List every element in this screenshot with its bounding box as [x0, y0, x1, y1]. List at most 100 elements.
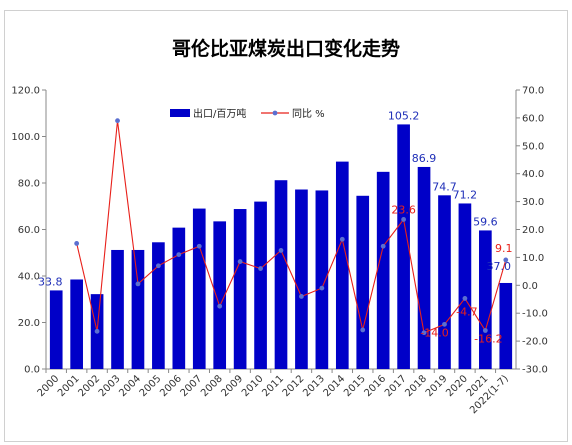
bar-2010: [254, 201, 267, 369]
yoy-data-label: -4.7: [456, 305, 477, 318]
bar-data-label: 74.7: [432, 180, 457, 193]
yoy-point-2021: [482, 328, 488, 333]
bar-2019: [438, 195, 451, 369]
bar-data-label: 71.2: [453, 188, 478, 201]
bar-2014: [335, 161, 349, 369]
bar-data-label: 86.9: [412, 152, 437, 165]
yoy-point-2007: [196, 243, 202, 249]
right-tick-label: 70.0: [522, 86, 544, 97]
right-tick-label: -30.0: [522, 365, 548, 376]
right-tick-label: -10.0: [522, 309, 548, 320]
left-tick-label: 20.0: [18, 318, 40, 329]
right-tick-label: 0.0: [522, 281, 538, 292]
right-tick-label: 50.0: [522, 141, 544, 152]
yoy-point-2017: [401, 217, 407, 222]
left-tick-label: 120.0: [11, 86, 40, 97]
left-tick-label: 40.0: [18, 272, 40, 283]
bar-2020: [458, 203, 472, 369]
bar-2015: [356, 195, 370, 369]
x-tick-label: 2007: [179, 373, 205, 399]
plot-area: 0.0 20.0 40.0 60.0 80.0 100.0 120.0 -30.0 -20.0 -…: [11, 86, 548, 417]
bar-2011: [274, 180, 288, 369]
yoy-point-2020: [462, 296, 468, 301]
yoy-point-2005: [155, 263, 161, 269]
bar-2003: [111, 249, 124, 369]
bar-data-label: 105.2: [388, 109, 420, 122]
chart-frame: [4, 10, 568, 442]
x-tick-label: 2002: [76, 373, 102, 399]
yoy-point-2019: [442, 321, 447, 327]
chart-title: 哥伦比亚煤炭出口变化走势: [172, 37, 400, 60]
bar-2006: [172, 227, 186, 369]
yoy-point-2004: [135, 281, 141, 287]
x-tick-label: 2013: [301, 373, 327, 399]
right-tick-label: 20.0: [522, 225, 544, 236]
x-tick-label: 2000: [36, 373, 62, 399]
left-tick-label: 0.0: [24, 365, 40, 376]
x-tick-label: 2017: [383, 373, 409, 399]
legend-bar-label: 出口/百万吨: [193, 107, 246, 120]
bar-2022(1-7): [499, 282, 513, 369]
left-tick-label: 60.0: [18, 225, 40, 236]
x-tick-label: 2009: [219, 373, 245, 399]
right-tick-label: 40.0: [522, 169, 544, 180]
bar-2001: [70, 279, 83, 369]
yoy-point-2010: [258, 266, 263, 271]
bar-2016: [376, 171, 390, 369]
yoy-point-2015: [360, 327, 366, 333]
x-tick-label: 2018: [403, 373, 429, 399]
bar-data-label: 59.6: [473, 215, 498, 228]
yoy-data-label: 23.6: [391, 203, 416, 216]
legend-bar-swatch: [170, 109, 190, 117]
yoy-data-label: -16.2: [474, 332, 502, 345]
x-tick-label: 2016: [363, 373, 389, 399]
yoy-line: [76, 120, 507, 334]
yoy-point-2001: [74, 241, 80, 246]
right-tick-label: 10.0: [522, 253, 544, 264]
yoy-data-label: -14.0: [420, 326, 448, 339]
yoy-point-2022(1-7): [503, 257, 509, 263]
x-tick-label: 2014: [322, 373, 348, 399]
bar-2004: [131, 249, 145, 369]
right-tick-label: 30.0: [522, 197, 544, 208]
x-tick-label: 2015: [342, 373, 368, 399]
left-tick-label: 80.0: [18, 179, 40, 190]
x-tick-label: 2011: [260, 373, 286, 399]
bar-data-label: 33.8: [38, 275, 63, 288]
yoy-point-2018: [421, 330, 427, 336]
yoy-point-2016: [380, 243, 386, 249]
yoy-point-2013: [319, 285, 325, 291]
x-tick-label: 2005: [138, 373, 164, 399]
x-tick-label: 2008: [199, 373, 225, 399]
x-tick-label: 2019: [424, 373, 450, 399]
x-tick-label: 2003: [97, 373, 123, 399]
bar-2008: [213, 221, 227, 369]
yoy-point-2003: [115, 118, 120, 124]
yoy-data-label: 9.1: [495, 242, 513, 255]
chart-legend: 出口/百万吨 同比 %: [170, 107, 325, 120]
x-tick-label: 2020: [444, 373, 470, 399]
x-tick-label: 2012: [281, 373, 307, 399]
legend-line-label: 同比 %: [292, 108, 325, 120]
right-tick-label: -20.0: [522, 337, 548, 348]
x-tick-label: 2001: [56, 373, 82, 399]
yoy-point-2012: [299, 294, 304, 299]
yoy-point-2011: [278, 248, 284, 253]
right-tick-label: 60.0: [522, 113, 544, 124]
bar-2021: [479, 230, 492, 369]
bar-2017: [397, 124, 410, 369]
bar-2012: [295, 189, 308, 369]
yoy-point-2009: [237, 259, 243, 264]
bar-2013: [315, 190, 329, 369]
yoy-point-2008: [217, 303, 223, 309]
yoy-point-2014: [339, 236, 345, 242]
bar-2009: [233, 209, 247, 369]
x-tick-label: 2006: [158, 373, 184, 399]
left-tick-label: 100.0: [11, 132, 40, 143]
bar-2005: [152, 242, 165, 369]
bar-2018: [417, 166, 431, 369]
legend-line-marker: [272, 110, 278, 116]
x-tick-label: 2004: [117, 373, 143, 399]
x-tick-label: 2010: [240, 373, 266, 399]
